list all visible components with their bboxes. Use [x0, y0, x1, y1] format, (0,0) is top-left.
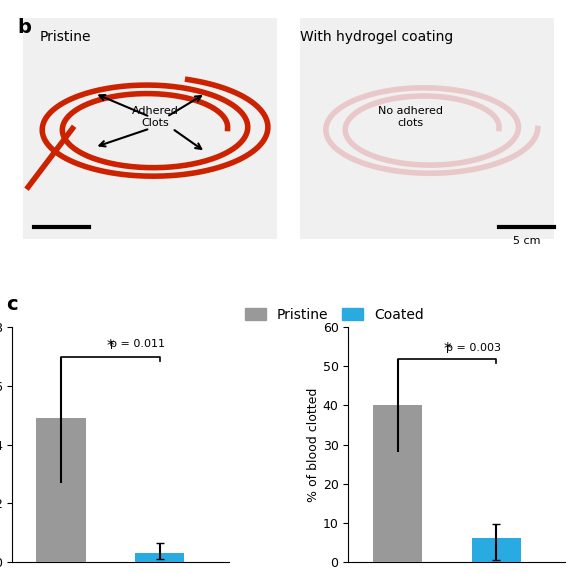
Text: *: * — [443, 342, 451, 357]
Text: Adhered
Clots: Adhered Clots — [132, 106, 179, 128]
Text: *: * — [107, 339, 114, 354]
FancyBboxPatch shape — [299, 18, 554, 238]
Text: p = 0.011: p = 0.011 — [110, 339, 164, 350]
Text: b: b — [17, 18, 31, 37]
Bar — [135, 553, 184, 562]
Text: p = 0.003: p = 0.003 — [446, 343, 501, 353]
Y-axis label: % of blood clotted: % of blood clotted — [307, 387, 320, 502]
Text: No adhered
clots: No adhered clots — [378, 106, 443, 128]
Bar — [373, 406, 422, 562]
FancyBboxPatch shape — [23, 18, 278, 238]
Bar — [36, 418, 85, 562]
Text: 5 cm: 5 cm — [513, 236, 541, 246]
Bar — [471, 538, 521, 562]
Legend: Pristine, Coated: Pristine, Coated — [239, 302, 430, 327]
Text: With hydrogel coating: With hydrogel coating — [299, 30, 453, 44]
Text: Pristine: Pristine — [39, 30, 91, 44]
Text: c: c — [6, 295, 17, 314]
